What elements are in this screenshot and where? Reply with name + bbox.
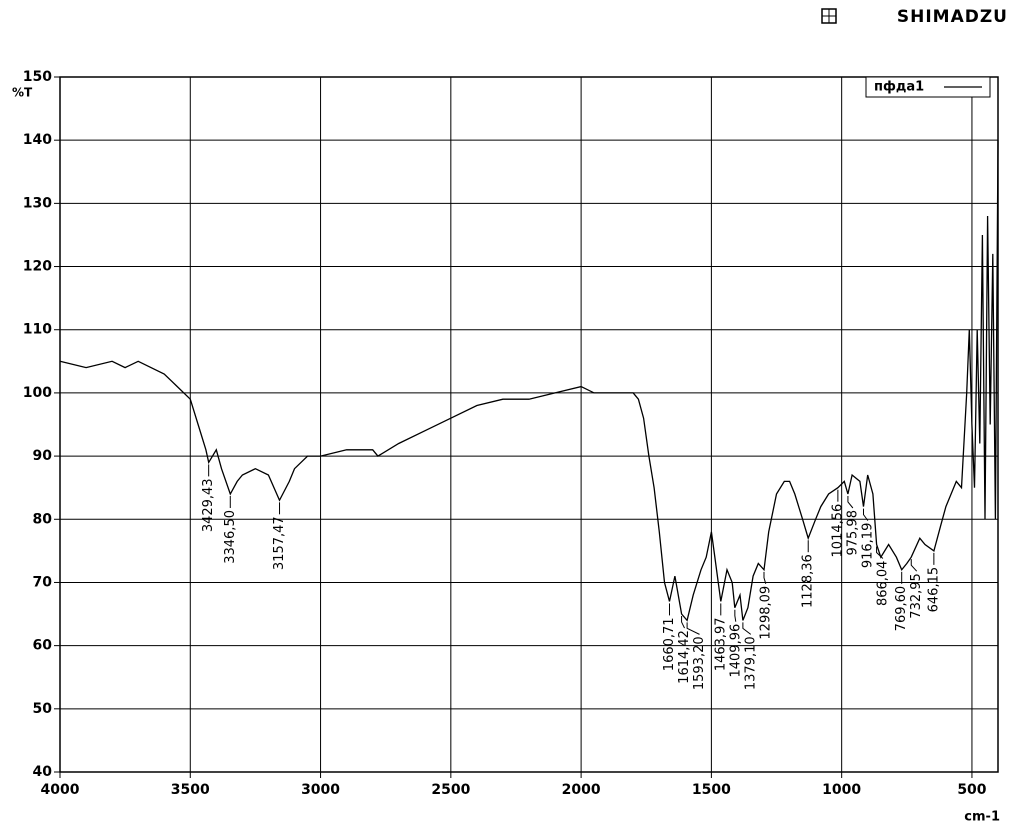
annotation-label: 3429,43 (201, 478, 216, 532)
annotation-label: 1614,42 (677, 630, 692, 684)
y-tick-label: 100 (23, 385, 52, 401)
annotation-label: 916,19 (860, 523, 875, 569)
y-tick-label: 40 (33, 764, 53, 780)
y-axis-label: %T (12, 86, 33, 100)
annotation-label: 1463,97 (713, 617, 728, 671)
annotation-leader (681, 616, 685, 629)
annotation-label: 732,95 (909, 573, 924, 619)
x-axis-label: cm-1 (964, 810, 1000, 825)
brand: SHIMADZU (897, 7, 1008, 27)
y-tick-label: 90 (33, 448, 53, 464)
annotation-label: 1660,71 (662, 617, 677, 671)
y-tick-label: 60 (33, 638, 53, 654)
annotation-label: 1128,36 (801, 554, 816, 608)
annotation-label: 1379,10 (743, 636, 758, 690)
spectrum-line (59, 140, 999, 622)
x-tick-label: 1000 (822, 782, 861, 798)
plot-frame (59, 76, 999, 773)
x-tick-label: 500 (957, 782, 986, 798)
x-tick-label: 2500 (431, 782, 470, 798)
legend-box (865, 76, 991, 98)
annotation-label: 646,15 (926, 567, 941, 613)
annotation-leader (847, 496, 854, 509)
y-tick-label: 50 (33, 701, 53, 717)
x-tick-label: 2000 (562, 782, 601, 798)
annotation-leader (863, 508, 869, 521)
annotation-label: 866,04 (875, 561, 890, 607)
y-tick-label: 120 (23, 259, 52, 275)
annotation-label: 769,60 (894, 586, 909, 632)
annotation-leader (734, 609, 737, 622)
annotation-label: 1409,96 (728, 624, 743, 678)
annotation-leader (763, 571, 767, 584)
annotation-label: 975,98 (845, 510, 860, 556)
annotation-leader (742, 622, 752, 635)
x-tick-label: 4000 (41, 782, 80, 798)
annotation-label: 1298,09 (758, 586, 773, 640)
y-tick-label: 70 (33, 574, 53, 590)
y-tick-label: 140 (23, 132, 52, 148)
annotation-leader (686, 622, 700, 635)
annotation-label: 3346,50 (223, 510, 238, 564)
y-tick-label: 130 (23, 195, 52, 211)
y-tick-label: 110 (23, 322, 52, 338)
x-tick-label: 1500 (692, 782, 731, 798)
y-tick-label: 150 (23, 69, 52, 85)
x-tick-label: 3500 (171, 782, 210, 798)
x-tick-label: 3000 (301, 782, 340, 798)
annotation-label: 1593,20 (692, 636, 707, 690)
annotation-label: 3157,47 (272, 516, 287, 570)
annotation-leader (876, 546, 884, 559)
annotation-leader (910, 559, 918, 572)
y-tick-label: 80 (33, 511, 53, 527)
legend-label: пфда1 (874, 80, 924, 95)
annotation-label: 1014,56 (830, 504, 845, 558)
